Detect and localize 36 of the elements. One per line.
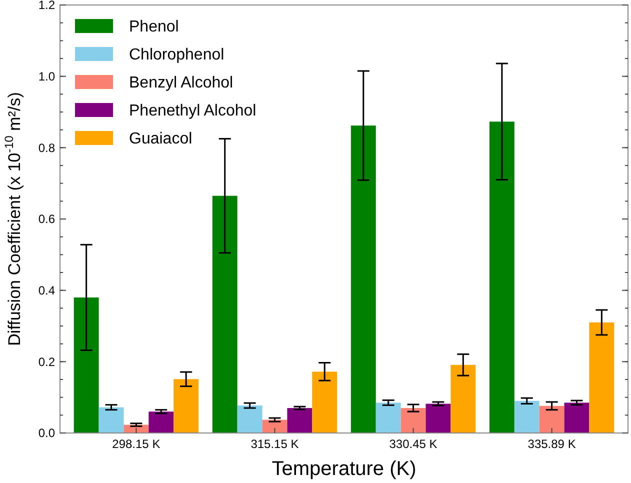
bar [489, 122, 514, 433]
legend-label: Phenol [129, 18, 179, 36]
y-tick-label: 1.2 [38, 0, 56, 12]
bar [589, 322, 614, 433]
bar [262, 420, 288, 433]
bar [148, 412, 174, 433]
x-axis-title: Temperature (K) [272, 458, 416, 480]
bar [350, 126, 376, 433]
bar [98, 407, 124, 433]
bar [376, 402, 401, 433]
y-tick-label: 1.0 [38, 70, 56, 84]
bar [237, 406, 262, 433]
legend-label: Guaiacol [129, 130, 192, 148]
x-tick-label: 330.45 K [389, 437, 438, 451]
y-tick-label: 0.8 [38, 140, 56, 155]
x-tick-label: 298.15 K [112, 437, 160, 451]
bar [564, 402, 590, 433]
legend-label: Chlorophenol [129, 46, 224, 64]
bar [514, 400, 540, 433]
y-tick-label: 0.2 [38, 354, 56, 369]
bar [426, 404, 451, 433]
bar [312, 372, 338, 433]
bar [400, 408, 426, 433]
bar [174, 379, 199, 433]
legend-label: Benzyl Alcohol [129, 74, 234, 92]
y-tick-label: 0.4 [38, 284, 56, 298]
bar [287, 408, 312, 433]
bar [450, 364, 476, 433]
bar [212, 196, 238, 433]
x-tick-label: 315.15 K [250, 437, 299, 451]
bar [74, 297, 99, 433]
y-tick-label: 0.0 [38, 426, 56, 440]
bar [539, 406, 564, 433]
y-tick-label: 0.6 [38, 212, 56, 226]
legend-label: Phenethyl Alcohol [129, 102, 256, 120]
x-tick-label: 335.89 K [528, 437, 576, 451]
